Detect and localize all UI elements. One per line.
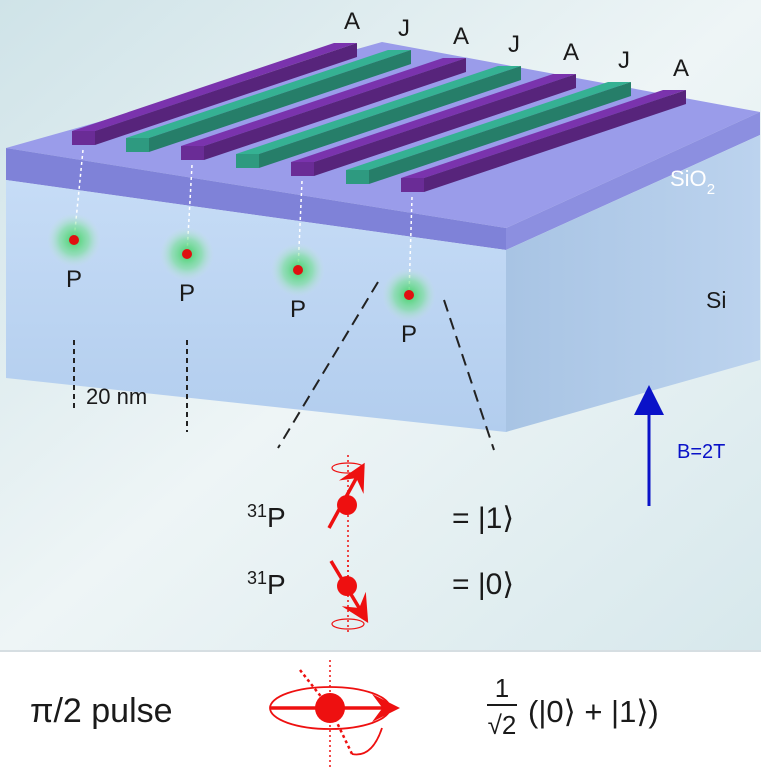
spin-down-ket: = |0⟩ (452, 568, 514, 601)
spin-down-arrow (329, 560, 369, 624)
gate-top-face (72, 43, 357, 131)
spin-up-nucleus (337, 495, 357, 515)
donor-4: P (382, 196, 436, 348)
gate-top-face (346, 82, 631, 170)
fraction-numerator: 1 (495, 673, 509, 703)
oxide-front-strip (6, 148, 506, 250)
spin-up-row: 31P = |1⟩ (247, 455, 514, 580)
gate-j-6 (346, 82, 631, 184)
gate-label: A (563, 39, 579, 66)
silicon-side-face (506, 135, 760, 432)
donor-3: P (271, 180, 325, 323)
gate-top-face (236, 66, 521, 154)
pulse-rotation-arc (351, 727, 383, 756)
phosphorus-donors: P P P P (47, 149, 436, 348)
gate-a-7 (401, 90, 686, 192)
gate-side-face (424, 90, 686, 192)
spin-down-nucleus-label: 31P (247, 568, 286, 600)
donor-label: P (290, 296, 306, 323)
gate-side-face (369, 82, 631, 184)
gate-front-face (401, 178, 424, 192)
gate-label: A (453, 23, 469, 50)
oxide-side-strip (506, 112, 760, 250)
gate-electrodes: A J A J A J A (72, 8, 689, 192)
donor-1: P (47, 149, 101, 293)
gate-front-face (181, 146, 204, 160)
donor-label: P (66, 266, 82, 293)
oxide-label: SiO2 (670, 166, 715, 198)
donor-nucleus (293, 265, 303, 275)
gate-side-face (259, 66, 521, 168)
gate-label: A (344, 8, 360, 35)
silicon-front-face (6, 180, 506, 432)
zoom-line-left (277, 281, 379, 449)
pulse-row: π/2 pulse 1 √2 (|0⟩ + |1⟩) (30, 660, 659, 770)
pulse-label: π/2 pulse (30, 692, 173, 730)
gate-front-face (236, 154, 259, 168)
fraction-denominator: √2 (488, 710, 517, 740)
gate-top-face (401, 90, 686, 178)
gate-side-face (95, 43, 357, 145)
donor-nucleus (404, 290, 414, 300)
spin-down-row: 31P = |0⟩ (247, 560, 514, 632)
zoom-line-right (443, 299, 495, 451)
gate-front-face (72, 131, 95, 145)
spacing-label: 20 nm (86, 384, 147, 409)
substrate-label: Si (706, 287, 726, 313)
gate-side-face (204, 58, 466, 160)
donor-nucleus (182, 249, 192, 259)
donor-label: P (401, 321, 417, 348)
gate-label: J (618, 47, 630, 74)
gate-a-1 (72, 43, 357, 145)
superposition-ket: (|0⟩ + |1⟩) (528, 694, 659, 729)
donor-gate-link (408, 196, 413, 296)
gate-side-face (314, 74, 576, 176)
gate-top-face (291, 74, 576, 162)
gate-label: A (673, 55, 689, 82)
gate-front-face (291, 162, 314, 176)
spin-up-nucleus-label: 31P (247, 501, 286, 533)
donor-nucleus (69, 235, 79, 245)
field-label: B=2T (677, 441, 725, 463)
gate-label: J (398, 15, 410, 42)
gate-a-3 (181, 58, 466, 160)
gate-top-face (181, 58, 466, 146)
gate-front-face (346, 170, 369, 184)
gate-label: J (508, 31, 520, 58)
gate-front-face (126, 138, 149, 152)
spin-up-ket: = |1⟩ (452, 502, 514, 535)
gate-a-5 (291, 74, 576, 176)
pulse-start-dotted (299, 669, 331, 709)
precession-orbit-bottom (331, 618, 365, 630)
gate-side-face (149, 50, 411, 152)
donor-label: P (179, 280, 195, 307)
gate-j-4 (236, 66, 521, 168)
spin-up-arrow (327, 462, 365, 529)
gate-top-face (126, 50, 411, 138)
donor-2: P (160, 164, 214, 307)
gate-j-2 (126, 50, 411, 152)
